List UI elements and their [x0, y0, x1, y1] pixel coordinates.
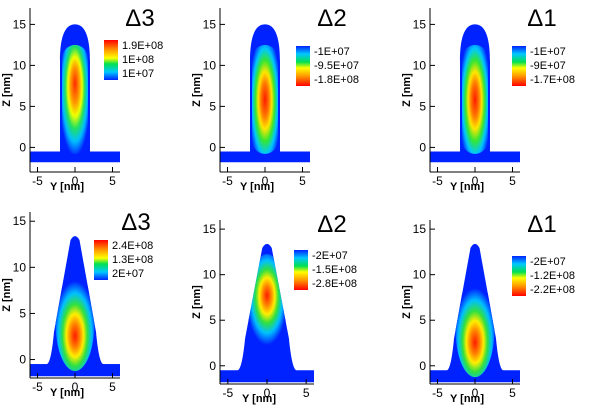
x-tick-label: -5 [32, 174, 43, 188]
y-tick-label: 15 [13, 17, 27, 31]
y-tick-label: 15 [13, 214, 27, 228]
x-axis-label: Y [nm] [450, 181, 484, 193]
legend-label: 1.3E+08 [112, 254, 153, 266]
legend-label: -9E+07 [530, 60, 566, 72]
strain-field [55, 274, 95, 372]
strain-field [455, 281, 495, 378]
legend-label: 1.9E+08 [122, 40, 163, 52]
x-tick-label: -5 [222, 386, 233, 400]
x-tick-label: -5 [432, 174, 443, 188]
y-tick-label: 0 [209, 359, 216, 373]
legend-label: 2E+07 [112, 268, 144, 280]
y-tick-label: 0 [19, 353, 26, 367]
x-tick-label: -5 [432, 386, 443, 400]
legend-colorbar [294, 250, 308, 290]
strain-field [462, 44, 488, 154]
y-tick-label: 5 [419, 99, 426, 113]
legend-label: -2E+07 [530, 256, 566, 268]
legend-label: -1.7E+08 [530, 74, 575, 86]
legend-colorbar [512, 46, 526, 86]
y-tick-label: 10 [413, 58, 427, 72]
y-tick-label: 5 [209, 313, 216, 327]
x-tick-label: 5 [299, 174, 306, 188]
y-tick-label: 10 [413, 268, 427, 282]
strain-field [246, 254, 288, 350]
y-axis-label: Z [nm] [1, 278, 13, 312]
y-axis-label: Z [nm] [401, 73, 413, 107]
legend-label: -2E+07 [312, 250, 348, 262]
heatmap-panel-4: 0 5 10 15 -5 0 5 Y [nm] Z [nm] Δ3 2.4E+08 1.3E+08 2E… [1, 209, 153, 399]
legend-label: -1.8E+08 [314, 74, 359, 86]
x-axis-label: Y [nm] [50, 181, 84, 193]
legend-label: -1E+07 [314, 46, 350, 58]
x-tick-label: 5 [303, 386, 310, 400]
y-tick-label: 5 [209, 99, 216, 113]
legend-colorbar [104, 40, 118, 80]
legend-label: -2.2E+08 [530, 284, 575, 296]
x-tick-label: 5 [109, 174, 116, 188]
panel-title: Δ3 [125, 5, 154, 32]
y-axis-label: Z [nm] [1, 73, 13, 107]
y-tick-label: 10 [13, 260, 27, 274]
y-tick-label: 0 [19, 140, 26, 154]
legend-label: -9.5E+07 [314, 60, 359, 72]
y-tick-label: 10 [203, 268, 217, 282]
y-tick-label: 15 [203, 222, 217, 236]
legend-colorbar [512, 256, 526, 296]
legend-label: -2.8E+08 [312, 278, 357, 290]
panel-title: Δ2 [317, 5, 346, 32]
legend-colorbar [296, 46, 310, 86]
y-tick-label: 15 [203, 17, 217, 31]
panel-title: Δ3 [121, 209, 150, 236]
heatmap-panel-2: 0 5 10 15 -5 0 5 Y [nm] Z [nm] Δ2 -1E+07 -9.5E+07 -1… [191, 5, 359, 193]
y-tick-label: 10 [13, 58, 27, 72]
x-tick-label: 0 [72, 380, 79, 394]
y-tick-label: 0 [419, 359, 426, 373]
heatmap-panel-1: 0 5 10 15 -5 0 5 Y [nm] Z [nm] Δ3 1.9E+08 1E+08 1E+0… [1, 5, 163, 193]
x-tick-label: 0 [264, 386, 271, 400]
panel-title: Δ2 [317, 211, 346, 238]
y-axis-label: Z [nm] [191, 285, 203, 319]
heatmap-panel-5: 0 5 10 15 -5 0 5 Y [nm] Z [nm] Δ2 -2E+07 -1.5E+08 -2… [191, 211, 357, 405]
panel-title: Δ1 [527, 5, 556, 32]
legend-colorbar [94, 240, 108, 280]
legend-label: -1.5E+08 [312, 264, 357, 276]
x-tick-label: -5 [222, 174, 233, 188]
y-tick-label: 0 [209, 140, 216, 154]
x-tick-label: -5 [32, 380, 43, 394]
legend-label: -1E+07 [530, 46, 566, 58]
legend-label: 2.4E+08 [112, 240, 153, 252]
y-tick-label: 0 [419, 140, 426, 154]
y-axis-label: Z [nm] [191, 73, 203, 107]
y-tick-label: 5 [19, 306, 26, 320]
x-tick-label: 5 [509, 174, 516, 188]
y-tick-label: 10 [203, 58, 217, 72]
x-axis-label: Y [nm] [240, 181, 274, 193]
heatmap-panel-3: 0 5 10 15 -5 0 5 Y [nm] Z [nm] Δ1 -1E+07 -9E+07 -1.7… [401, 5, 575, 193]
y-tick-label: 5 [419, 313, 426, 327]
x-tick-label: 0 [472, 386, 479, 400]
x-tick-label: 0 [72, 174, 79, 188]
y-tick-label: 15 [413, 222, 427, 236]
y-tick-label: 5 [19, 99, 26, 113]
x-axis-label: Y [nm] [450, 393, 484, 405]
panel-title: Δ1 [527, 211, 556, 238]
x-tick-label: 0 [262, 174, 269, 188]
x-axis-label: Y [nm] [50, 387, 84, 399]
strain-field [252, 44, 278, 154]
x-tick-label: 5 [109, 380, 116, 394]
strain-field [62, 44, 88, 154]
legend-label: 1E+07 [122, 68, 154, 80]
y-axis-label: Z [nm] [401, 285, 413, 319]
x-tick-label: 0 [472, 174, 479, 188]
x-axis-label: Y [nm] [242, 393, 276, 405]
heatmap-panel-6: 0 5 10 15 -5 0 5 Y [nm] Z [nm] Δ1 -2E+07 -1.2E+08 -2… [401, 211, 575, 405]
legend-label: -1.2E+08 [530, 270, 575, 282]
y-tick-label: 15 [413, 17, 427, 31]
legend-label: 1E+08 [122, 54, 154, 66]
x-tick-label: 5 [509, 386, 516, 400]
